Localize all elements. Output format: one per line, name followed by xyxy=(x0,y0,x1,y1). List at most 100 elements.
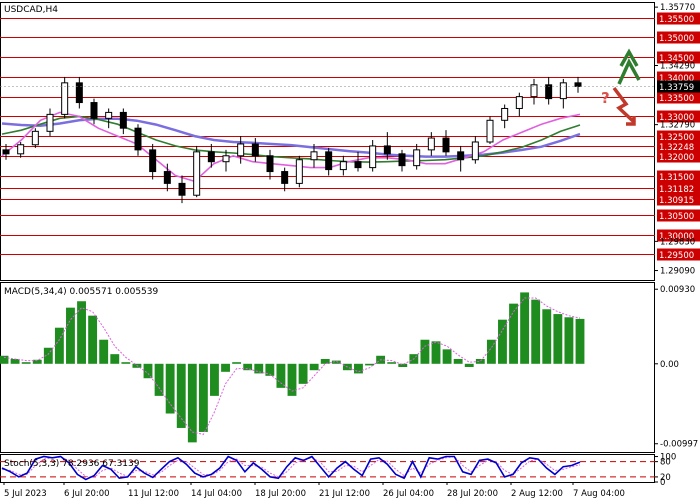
level-label: 1.30915 xyxy=(659,196,694,206)
chart-title: USDCAD,H4 xyxy=(4,5,58,15)
indicator-line-magenta xyxy=(1,111,581,183)
candle-body xyxy=(193,151,201,196)
macd-bar xyxy=(365,363,374,366)
macd-title: MACD(5,34,4) 0.005571 0.005539 xyxy=(4,287,159,297)
macd-bar xyxy=(143,363,153,379)
macd-tick-label: 0.00 xyxy=(660,360,679,370)
level-label-bg xyxy=(657,12,700,25)
candle-body xyxy=(251,143,259,157)
candle-body xyxy=(134,127,142,151)
level-label: 1.32000 xyxy=(659,153,694,163)
level-label: 1.33000 xyxy=(659,113,694,123)
candle-body xyxy=(559,82,567,100)
question-mark: ? xyxy=(601,89,610,107)
macd-bar xyxy=(243,363,253,371)
macd-bar xyxy=(398,363,408,367)
time-tick-label: 28 Jul 20:00 xyxy=(447,489,498,499)
macd-bar xyxy=(542,309,552,364)
candle-body xyxy=(119,111,127,129)
macd-bar xyxy=(198,363,208,432)
macd-bar xyxy=(520,292,530,364)
candle-body xyxy=(90,102,98,119)
level-label-bg xyxy=(657,150,700,163)
time-axis: 5 Jul 2023 6 Jul 20:00 11 Jul 12:00 14 Jul … xyxy=(3,482,625,499)
time-tick-label: 14 Jul 04:00 xyxy=(191,489,242,499)
candle-body xyxy=(222,155,230,163)
level-label-bg xyxy=(657,248,700,261)
candle-body xyxy=(369,145,377,169)
level-label-bg xyxy=(657,110,700,123)
stoch-signal-line xyxy=(1,455,581,478)
candle-body xyxy=(281,171,289,184)
macd-tick-label: -0.00997 xyxy=(660,440,698,450)
candle-body xyxy=(163,171,171,184)
macd-bar xyxy=(187,363,197,443)
candle-body xyxy=(178,182,186,196)
macd-bar xyxy=(99,339,109,364)
macd-bar xyxy=(176,363,186,428)
macd-bar xyxy=(21,362,31,364)
candle-body xyxy=(46,113,54,132)
candle-body xyxy=(413,149,421,167)
candle-body xyxy=(457,151,465,161)
macd-bar xyxy=(287,363,297,396)
candle-body xyxy=(61,82,69,115)
level-label: 1.32500 xyxy=(659,133,694,143)
candle-body xyxy=(149,149,157,173)
candle-body xyxy=(427,137,435,151)
candle-body xyxy=(545,84,553,100)
candle-body xyxy=(75,82,83,104)
level-label: 1.34500 xyxy=(659,54,694,64)
time-tick-label: 5 Jul 2023 xyxy=(4,489,47,499)
stoch-tick-label: 20 xyxy=(660,473,671,483)
candle-body xyxy=(237,143,245,157)
indicator-line-green xyxy=(1,115,581,163)
macd-bar xyxy=(121,362,131,364)
stoch-title: Stoch(5,3,3) 78.2936 67.3139 xyxy=(4,459,140,469)
level-label: 1.31182 xyxy=(659,185,694,195)
macd-bar xyxy=(486,339,496,364)
time-tick-label: 2 Aug 12:00 xyxy=(511,489,563,499)
level-label: 1.32248 xyxy=(659,143,694,153)
macd-bar xyxy=(442,349,452,364)
price-tick-label: 1.29830 xyxy=(660,237,695,247)
time-tick-label: 26 Jul 04:00 xyxy=(383,489,434,499)
macd-bar xyxy=(265,363,275,376)
macd-bar xyxy=(0,355,9,364)
candle-body xyxy=(310,151,318,161)
macd-bar xyxy=(88,315,98,364)
candle-body xyxy=(295,159,303,184)
macd-bar xyxy=(564,317,574,364)
level-label-bg xyxy=(657,140,700,153)
candle-body xyxy=(325,151,333,171)
stoch-main-line xyxy=(1,455,581,481)
time-tick-label: 6 Jul 20:00 xyxy=(64,489,110,499)
macd-bar xyxy=(254,363,264,374)
candle-body xyxy=(486,119,494,143)
macd-bar xyxy=(509,303,518,364)
macd-bar xyxy=(77,301,86,364)
level-label-bg xyxy=(657,170,700,183)
macd-bar xyxy=(420,339,430,364)
time-tick-label: 18 Jul 20:00 xyxy=(255,489,306,499)
stoch-tick-label: 100 xyxy=(660,453,676,463)
macd-bar xyxy=(531,299,541,364)
macd-bar xyxy=(154,363,164,396)
stoch-tick-label: 80 xyxy=(660,458,671,468)
level-label: 1.31500 xyxy=(659,173,694,183)
macd-bar xyxy=(575,318,585,364)
macd-bar xyxy=(43,347,53,364)
macd-bar xyxy=(464,363,474,367)
macd-bar xyxy=(232,362,242,364)
macd-panel: 0.00930 0.00 -0.00997 MACD(5,34,4) 0.005571… xyxy=(0,282,698,453)
macd-bar xyxy=(66,307,75,364)
candle-body xyxy=(17,144,25,155)
green-arrow-icon xyxy=(617,48,641,85)
macd-bar xyxy=(309,363,319,371)
last-price-bg xyxy=(657,80,700,93)
macd-bar xyxy=(354,363,363,374)
macd-bar xyxy=(210,363,219,396)
candle-body xyxy=(2,149,10,155)
